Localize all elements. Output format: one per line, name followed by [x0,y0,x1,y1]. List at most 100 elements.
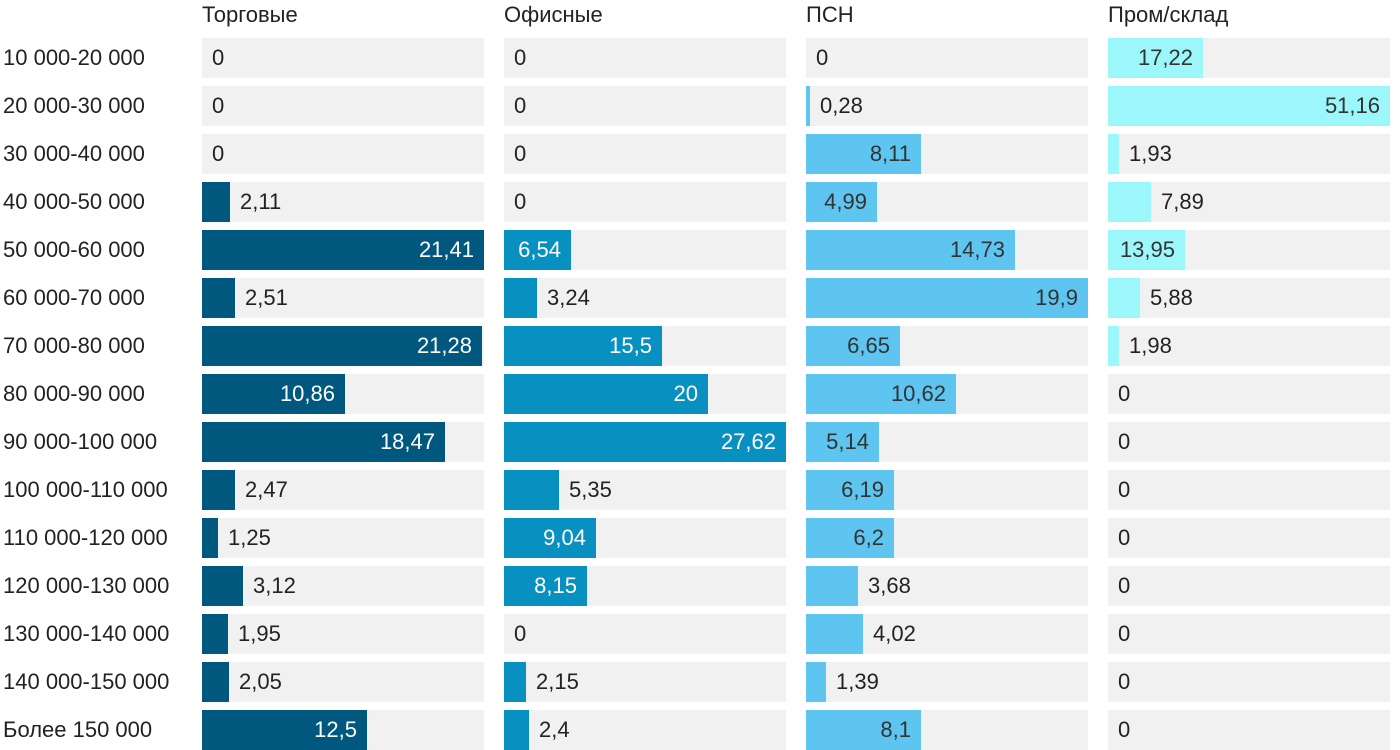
data-label: 20 [673,381,698,406]
bar-track: 9,04 [504,518,786,558]
data-label: 0,28 [820,93,863,118]
data-label: 2,05 [239,669,282,694]
category-label: 70 000-80 000 [3,333,145,358]
bar-track: 6,65 [806,326,1088,366]
category-label: 30 000-40 000 [3,141,145,166]
panel-title: Торговые [202,2,298,27]
bar [202,326,482,366]
bar [504,518,596,558]
bar-track: 17,22 [1108,38,1390,78]
data-label: 5,14 [826,429,869,454]
category-label: 120 000-130 000 [3,573,170,598]
data-label: 18,47 [379,429,435,454]
bar [806,470,894,510]
data-label: 6,65 [847,333,890,358]
bar-track: 21,28 [202,326,484,366]
category-label: 80 000-90 000 [3,381,145,406]
data-label: 3,68 [868,573,911,598]
bar [202,518,218,558]
bar [1108,134,1119,174]
data-label: 4,99 [824,189,867,214]
bar-track: 0 [504,38,786,78]
bar [504,470,559,510]
data-label: 8,1 [880,717,911,742]
bar-track: 15,5 [504,326,786,366]
bar [504,230,571,270]
data-label: 1,25 [228,525,271,550]
data-label: 12,5 [314,717,357,742]
category-label: 100 000-110 000 [3,477,168,502]
bar-track: 2,15 [504,662,786,702]
bar [806,374,956,414]
data-label: 0 [514,93,527,118]
bar [504,422,786,462]
bar-track: 14,73 [806,230,1088,270]
bar [806,86,810,126]
bar-track: 1,39 [806,662,1088,702]
bar [1108,38,1203,78]
data-label: 3,12 [253,573,296,598]
data-label: 0 [212,141,225,166]
data-label: 2,4 [539,717,570,742]
category-label: 60 000-70 000 [3,285,145,310]
bar [1108,278,1140,318]
data-label: 0 [514,45,527,70]
data-label: 2,51 [245,285,288,310]
bar-track: 0 [202,134,484,174]
bar [806,422,879,462]
data-label: 2,15 [536,669,579,694]
bar-track: 0 [202,38,484,78]
bar-track: 21,41 [202,230,484,270]
bar [806,230,1015,270]
bar-track: 6,19 [806,470,1088,510]
bar [504,710,529,750]
bar-track: 0 [504,614,786,654]
data-label: 0 [1118,621,1131,646]
bar-track: 10,86 [202,374,484,414]
bar [1108,230,1185,270]
bar-track: 3,24 [504,278,786,318]
category-label: 90 000-100 000 [3,429,158,454]
category-label: 130 000-140 000 [3,621,170,646]
bar-track: 27,62 [504,422,786,462]
bar [504,374,708,414]
data-label: 5,35 [569,477,612,502]
bar-track: 0,28 [806,86,1088,126]
bar [806,518,894,558]
data-label: 4,02 [873,621,916,646]
bar [806,710,921,750]
bar [504,566,587,606]
data-label: 5,88 [1150,285,1193,310]
data-label: 0 [1118,717,1131,742]
bar-track: 0 [1108,566,1390,606]
data-label: 10,86 [279,381,335,406]
bar [202,710,367,750]
data-label: 10,62 [890,381,946,406]
data-label: 0 [1118,669,1131,694]
bar [202,422,445,462]
data-label: 3,24 [547,285,590,310]
bar-track: 8,11 [806,134,1088,174]
bar-track: 7,89 [1108,182,1390,222]
bar-track: 1,95 [202,614,484,654]
bar-track: 0 [1108,518,1390,558]
bar [504,278,537,318]
category-label: Более 150 000 [3,717,153,742]
category-label: 20 000-30 000 [3,93,145,118]
data-label: 9,04 [543,525,586,550]
data-label: 2,47 [245,477,288,502]
panel-title: Пром/склад [1108,2,1229,27]
bar [202,182,230,222]
data-label: 0 [1118,525,1131,550]
data-label: 6,54 [518,237,561,262]
bar [202,278,235,318]
bar [504,662,526,702]
category-label: 140 000-150 000 [3,669,170,694]
bar [806,278,1088,318]
bar [1108,182,1151,222]
data-label: 1,39 [836,669,879,694]
bar-track: 0 [1108,662,1390,702]
data-label: 14,73 [949,237,1005,262]
bar-track: 18,47 [202,422,484,462]
